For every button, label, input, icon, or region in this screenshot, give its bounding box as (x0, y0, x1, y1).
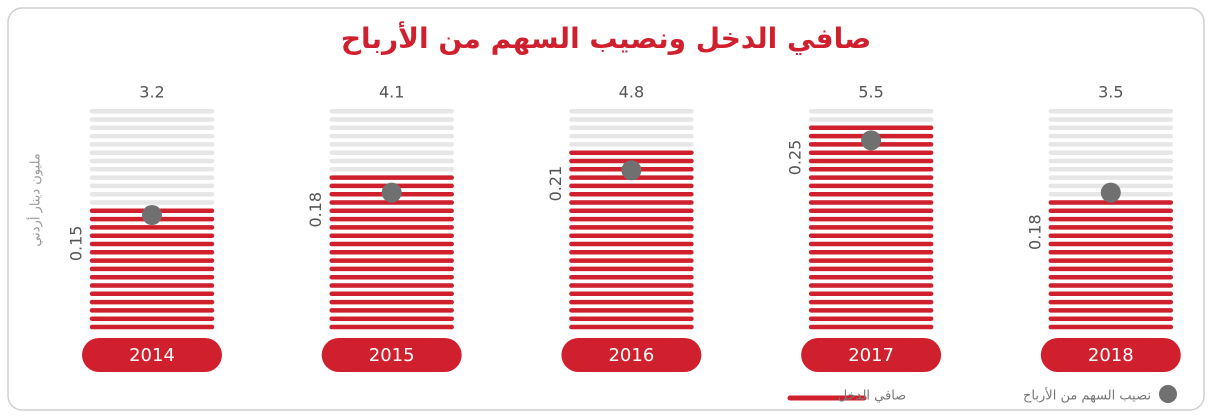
eps-dot (621, 160, 642, 181)
chart-title: صافي الدخل ونصيب السهم من الأرباح (341, 21, 871, 55)
eps-dot (142, 205, 162, 225)
category-pill (1040, 338, 1181, 372)
bar (89, 208, 215, 330)
eps-dot (1100, 182, 1121, 203)
x-tick-label: 2014 (129, 345, 175, 366)
bar (569, 150, 694, 330)
legend-label: نصيب السهم من الأرباح (1023, 387, 1151, 404)
x-tick-label: 2018 (1088, 345, 1134, 366)
value-label: 3.5 (1098, 83, 1123, 102)
x-tick-label: 2017 (848, 345, 894, 366)
category-pill (321, 338, 462, 372)
category-pill (82, 338, 222, 372)
value-label: 3.2 (139, 83, 164, 102)
eps-dot (861, 130, 882, 151)
eps-dot (381, 182, 402, 203)
legend-label: صافي الدخل (838, 389, 906, 404)
bar (808, 125, 934, 330)
value-label: 4.1 (379, 83, 404, 102)
eps-label: 0.18 (306, 192, 325, 228)
category-pill (801, 338, 942, 372)
bar (1048, 200, 1174, 330)
eps-label: 0.25 (786, 140, 805, 176)
value-label: 4.8 (619, 83, 644, 102)
chart-frame (7, 7, 1205, 411)
eps-label: 0.21 (546, 166, 565, 202)
eps-label: 0.18 (1025, 214, 1044, 250)
eps-label: 0.15 (67, 226, 86, 262)
x-tick-label: 2015 (369, 345, 415, 366)
x-tick-label: 2016 (608, 345, 654, 366)
value-label: 5.5 (858, 83, 883, 102)
legend-dot (1159, 385, 1177, 403)
category-pill (561, 338, 702, 372)
y-axis-label: مليون دينار أردني (27, 153, 44, 246)
